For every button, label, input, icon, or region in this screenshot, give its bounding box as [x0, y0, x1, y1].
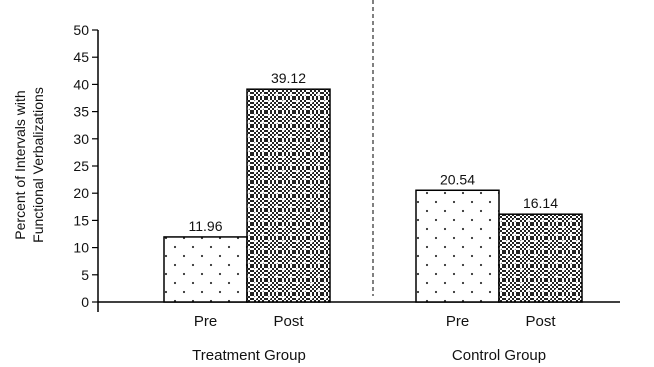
y-tick-label: 45	[73, 49, 89, 65]
bar-control-post	[498, 213, 583, 303]
y-tick-label: 50	[73, 22, 89, 38]
y-tick-label: 15	[73, 212, 89, 228]
bar-value-label: 11.96	[189, 218, 223, 234]
y-tick-label: 40	[73, 76, 89, 92]
y-axis-title-line-1: Percent of Intervals with	[12, 90, 28, 239]
bar-value-label: 20.54	[440, 171, 475, 187]
group-label: Control Group	[452, 347, 546, 364]
y-tick-label: 25	[73, 158, 89, 174]
y-tick-label: 5	[81, 267, 89, 283]
group-label: Treatment Group	[192, 347, 306, 364]
bars	[163, 88, 583, 303]
bar-category-label: Pre	[194, 313, 217, 330]
y-tick-label: 0	[81, 294, 89, 310]
bar-treatment-pre	[163, 236, 248, 303]
y-tick-label: 35	[73, 104, 89, 120]
bar-value-label: 39.12	[271, 70, 306, 86]
bar-treatment-post	[246, 88, 331, 303]
bar-category-label: Post	[273, 313, 304, 330]
bar-category-label: Pre	[446, 313, 469, 330]
y-tick-label: 10	[73, 240, 89, 256]
y-tick-label: 20	[73, 185, 89, 201]
y-axis-title-line-2: Functional Verbalizations	[30, 87, 46, 243]
bar-labels: 11.96 Pre 39.12 Post Treatment Group 20.54 Pre…	[189, 70, 559, 364]
bar-value-label: 16.14	[523, 195, 558, 211]
y-tick-label: 30	[73, 131, 89, 147]
bar-control-pre	[415, 189, 500, 303]
bar-category-label: Post	[525, 313, 556, 330]
y-axis-ticks: 0 5 10 15 20 25 30 35 40 45 50	[73, 22, 98, 310]
